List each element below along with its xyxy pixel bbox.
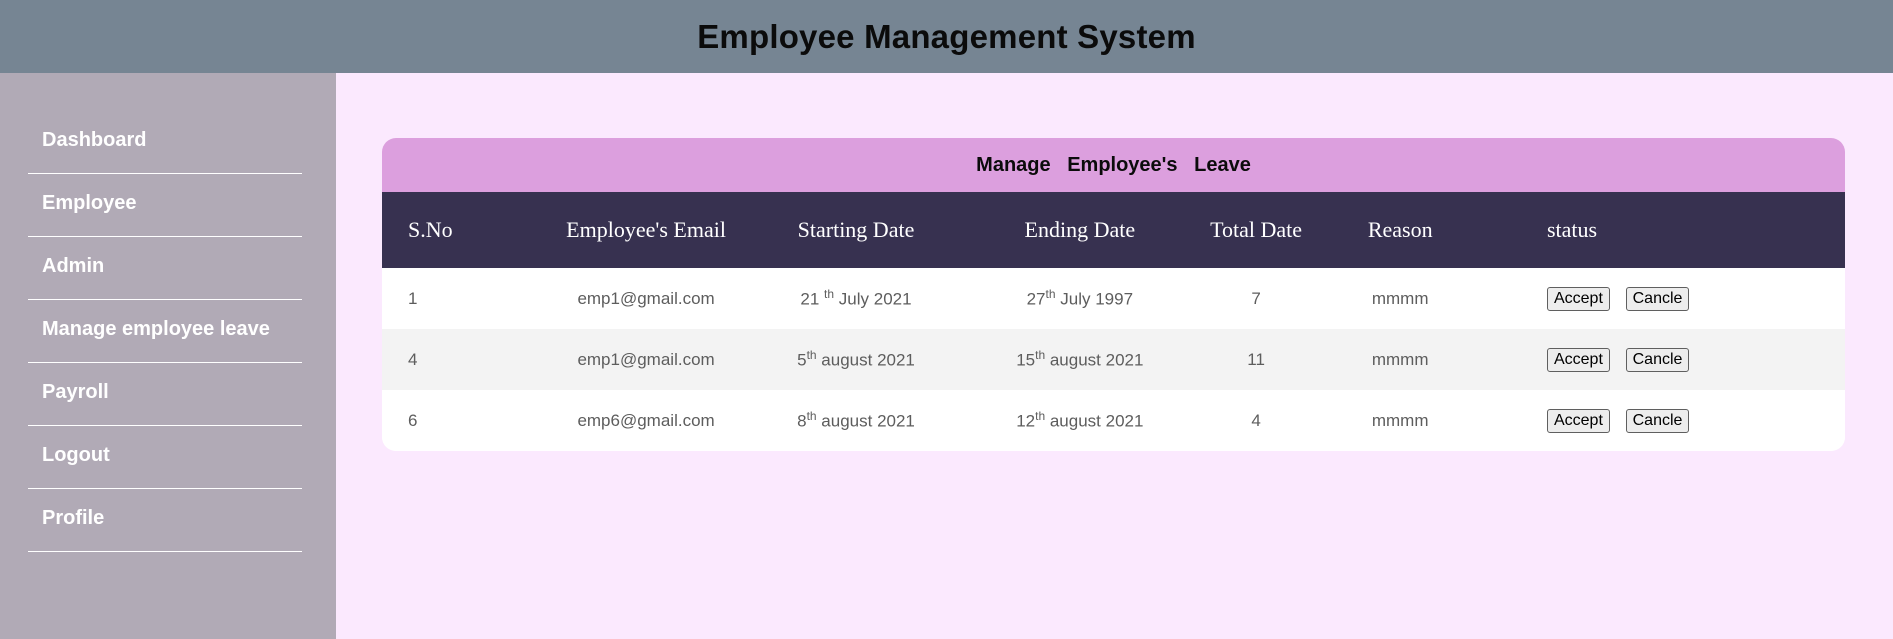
cell-sno: 4 <box>408 349 418 369</box>
table-row: 4 emp1@gmail.com 5th august 2021 15th au… <box>382 329 1845 390</box>
cell-starting-date: 5th august 2021 <box>797 348 915 370</box>
column-header-sno: S.No <box>408 217 453 242</box>
leave-table: S.No Employee's Email Starting Date Endi… <box>382 192 1845 451</box>
accept-button[interactable]: Accept <box>1546 408 1610 433</box>
leave-card: Manage Employee's Leave S.No Employee's … <box>382 138 1845 451</box>
cell-status: Accept Cancle <box>1488 268 1845 329</box>
sidebar: Dashboard Employee Admin Manage employee… <box>0 73 336 639</box>
column-header-ending-date: Ending Date <box>1024 217 1136 242</box>
sidebar-item-logout[interactable]: Logout <box>28 426 302 489</box>
table-body: 1 emp1@gmail.com 21 th July 2021 27th Ju… <box>382 268 1845 451</box>
column-header-status: status <box>1546 217 1598 242</box>
sidebar-item-dashboard[interactable]: Dashboard <box>28 111 302 174</box>
cell-reason: mmmm <box>1371 288 1429 308</box>
cancel-button[interactable]: Cancle <box>1625 347 1690 372</box>
cell-total-date: 4 <box>1251 410 1261 430</box>
app-header: Employee Management System <box>0 0 1893 73</box>
column-header-total-date: Total Date <box>1210 217 1303 242</box>
column-header-starting-date: Starting Date <box>797 217 915 242</box>
cancel-button[interactable]: Cancle <box>1625 286 1690 311</box>
sidebar-item-manage-employee-leave[interactable]: Manage employee leave <box>28 300 302 363</box>
cell-reason: mmmm <box>1371 410 1429 430</box>
card-title: Manage Employee's Leave <box>382 138 1845 192</box>
cell-sno: 1 <box>408 288 418 308</box>
cell-sno: 6 <box>408 410 418 430</box>
cell-status: Accept Cancle <box>1488 390 1845 451</box>
cell-email: emp1@gmail.com <box>577 288 715 308</box>
sidebar-item-payroll[interactable]: Payroll <box>28 363 302 426</box>
sidebar-item-profile[interactable]: Profile <box>28 489 302 552</box>
cell-email: emp6@gmail.com <box>577 410 715 430</box>
cell-starting-date: 8th august 2021 <box>797 409 915 431</box>
accept-button[interactable]: Accept <box>1546 286 1610 311</box>
cell-starting-date: 21 th July 2021 <box>800 287 912 309</box>
column-header-email: Employee's Email <box>566 217 726 242</box>
cell-ending-date: 27th July 1997 <box>1026 287 1134 309</box>
cell-total-date: 7 <box>1251 288 1261 308</box>
cell-email: emp1@gmail.com <box>577 349 715 369</box>
table-row: 6 emp6@gmail.com 8th august 2021 12th au… <box>382 390 1845 451</box>
cell-ending-date: 12th august 2021 <box>1016 409 1144 431</box>
cell-total-date: 11 <box>1247 349 1265 369</box>
column-header-reason: Reason <box>1367 217 1433 242</box>
page-title: Employee Management System <box>697 17 1196 55</box>
sidebar-menu: Dashboard Employee Admin Manage employee… <box>28 111 302 552</box>
table-row: 1 emp1@gmail.com 21 th July 2021 27th Ju… <box>382 268 1845 329</box>
sidebar-item-employee[interactable]: Employee <box>28 174 302 237</box>
main-content: Manage Employee's Leave S.No Employee's … <box>336 73 1893 639</box>
cancel-button[interactable]: Cancle <box>1625 408 1690 433</box>
table-header-row: S.No Employee's Email Starting Date Endi… <box>382 192 1845 268</box>
cell-ending-date: 15th august 2021 <box>1016 348 1144 370</box>
cell-reason: mmmm <box>1371 349 1429 369</box>
accept-button[interactable]: Accept <box>1546 347 1610 372</box>
layout: Dashboard Employee Admin Manage employee… <box>0 73 1893 639</box>
cell-status: Accept Cancle <box>1488 329 1845 390</box>
sidebar-item-admin[interactable]: Admin <box>28 237 302 300</box>
